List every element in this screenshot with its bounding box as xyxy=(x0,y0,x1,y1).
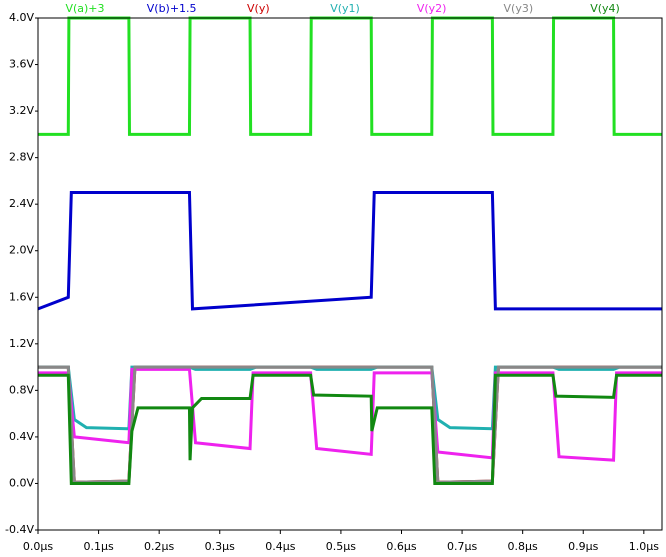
x-tick-label: 0.5µs xyxy=(326,540,356,553)
legend-entry: V(y1) xyxy=(330,2,360,15)
y-tick-label: 2.8V xyxy=(9,151,34,164)
y-tick-label: 3.2V xyxy=(9,104,34,117)
y-tick-label: 1.6V xyxy=(9,290,34,303)
trace xyxy=(37,191,662,311)
legend-entry: V(b)+1.5 xyxy=(147,2,197,15)
y-tick-label: 2.0V xyxy=(9,244,34,257)
legend-entry: V(y2) xyxy=(417,2,447,15)
y-tick-label: 0.0V xyxy=(9,476,34,489)
x-tick-label: 1.0µs xyxy=(629,540,659,553)
x-tick-label: 0.2µs xyxy=(144,540,174,553)
plot-frame xyxy=(37,17,663,531)
trace xyxy=(38,373,662,485)
x-tick-label: 0.6µs xyxy=(386,540,416,553)
x-tick-label: 0.0µs xyxy=(23,540,53,553)
y-tick-label: 4.0V xyxy=(9,11,34,24)
trace xyxy=(38,367,662,462)
legend-entry: V(y4) xyxy=(590,2,620,15)
y-tick-label: 0.8V xyxy=(9,383,34,396)
y-tick-label: -0.4V xyxy=(5,523,34,536)
x-tick-label: 0.7µs xyxy=(447,540,477,553)
legend-entry: V(a)+3 xyxy=(65,2,104,15)
x-tick-label: 0.1µs xyxy=(83,540,113,553)
y-tick-label: 1.2V xyxy=(9,337,34,350)
legend-entry: V(y) xyxy=(247,2,270,15)
x-tick-label: 0.3µs xyxy=(205,540,235,553)
x-tick-label: 0.9µs xyxy=(568,540,598,553)
y-tick-label: 3.6V xyxy=(9,58,34,71)
y-tick-label: 0.4V xyxy=(9,430,34,443)
legend-entry: V(y3) xyxy=(504,2,534,15)
x-tick-label: 0.4µs xyxy=(265,540,295,553)
x-tick-label: 0.8µs xyxy=(508,540,538,553)
y-tick-label: 2.4V xyxy=(9,197,34,210)
